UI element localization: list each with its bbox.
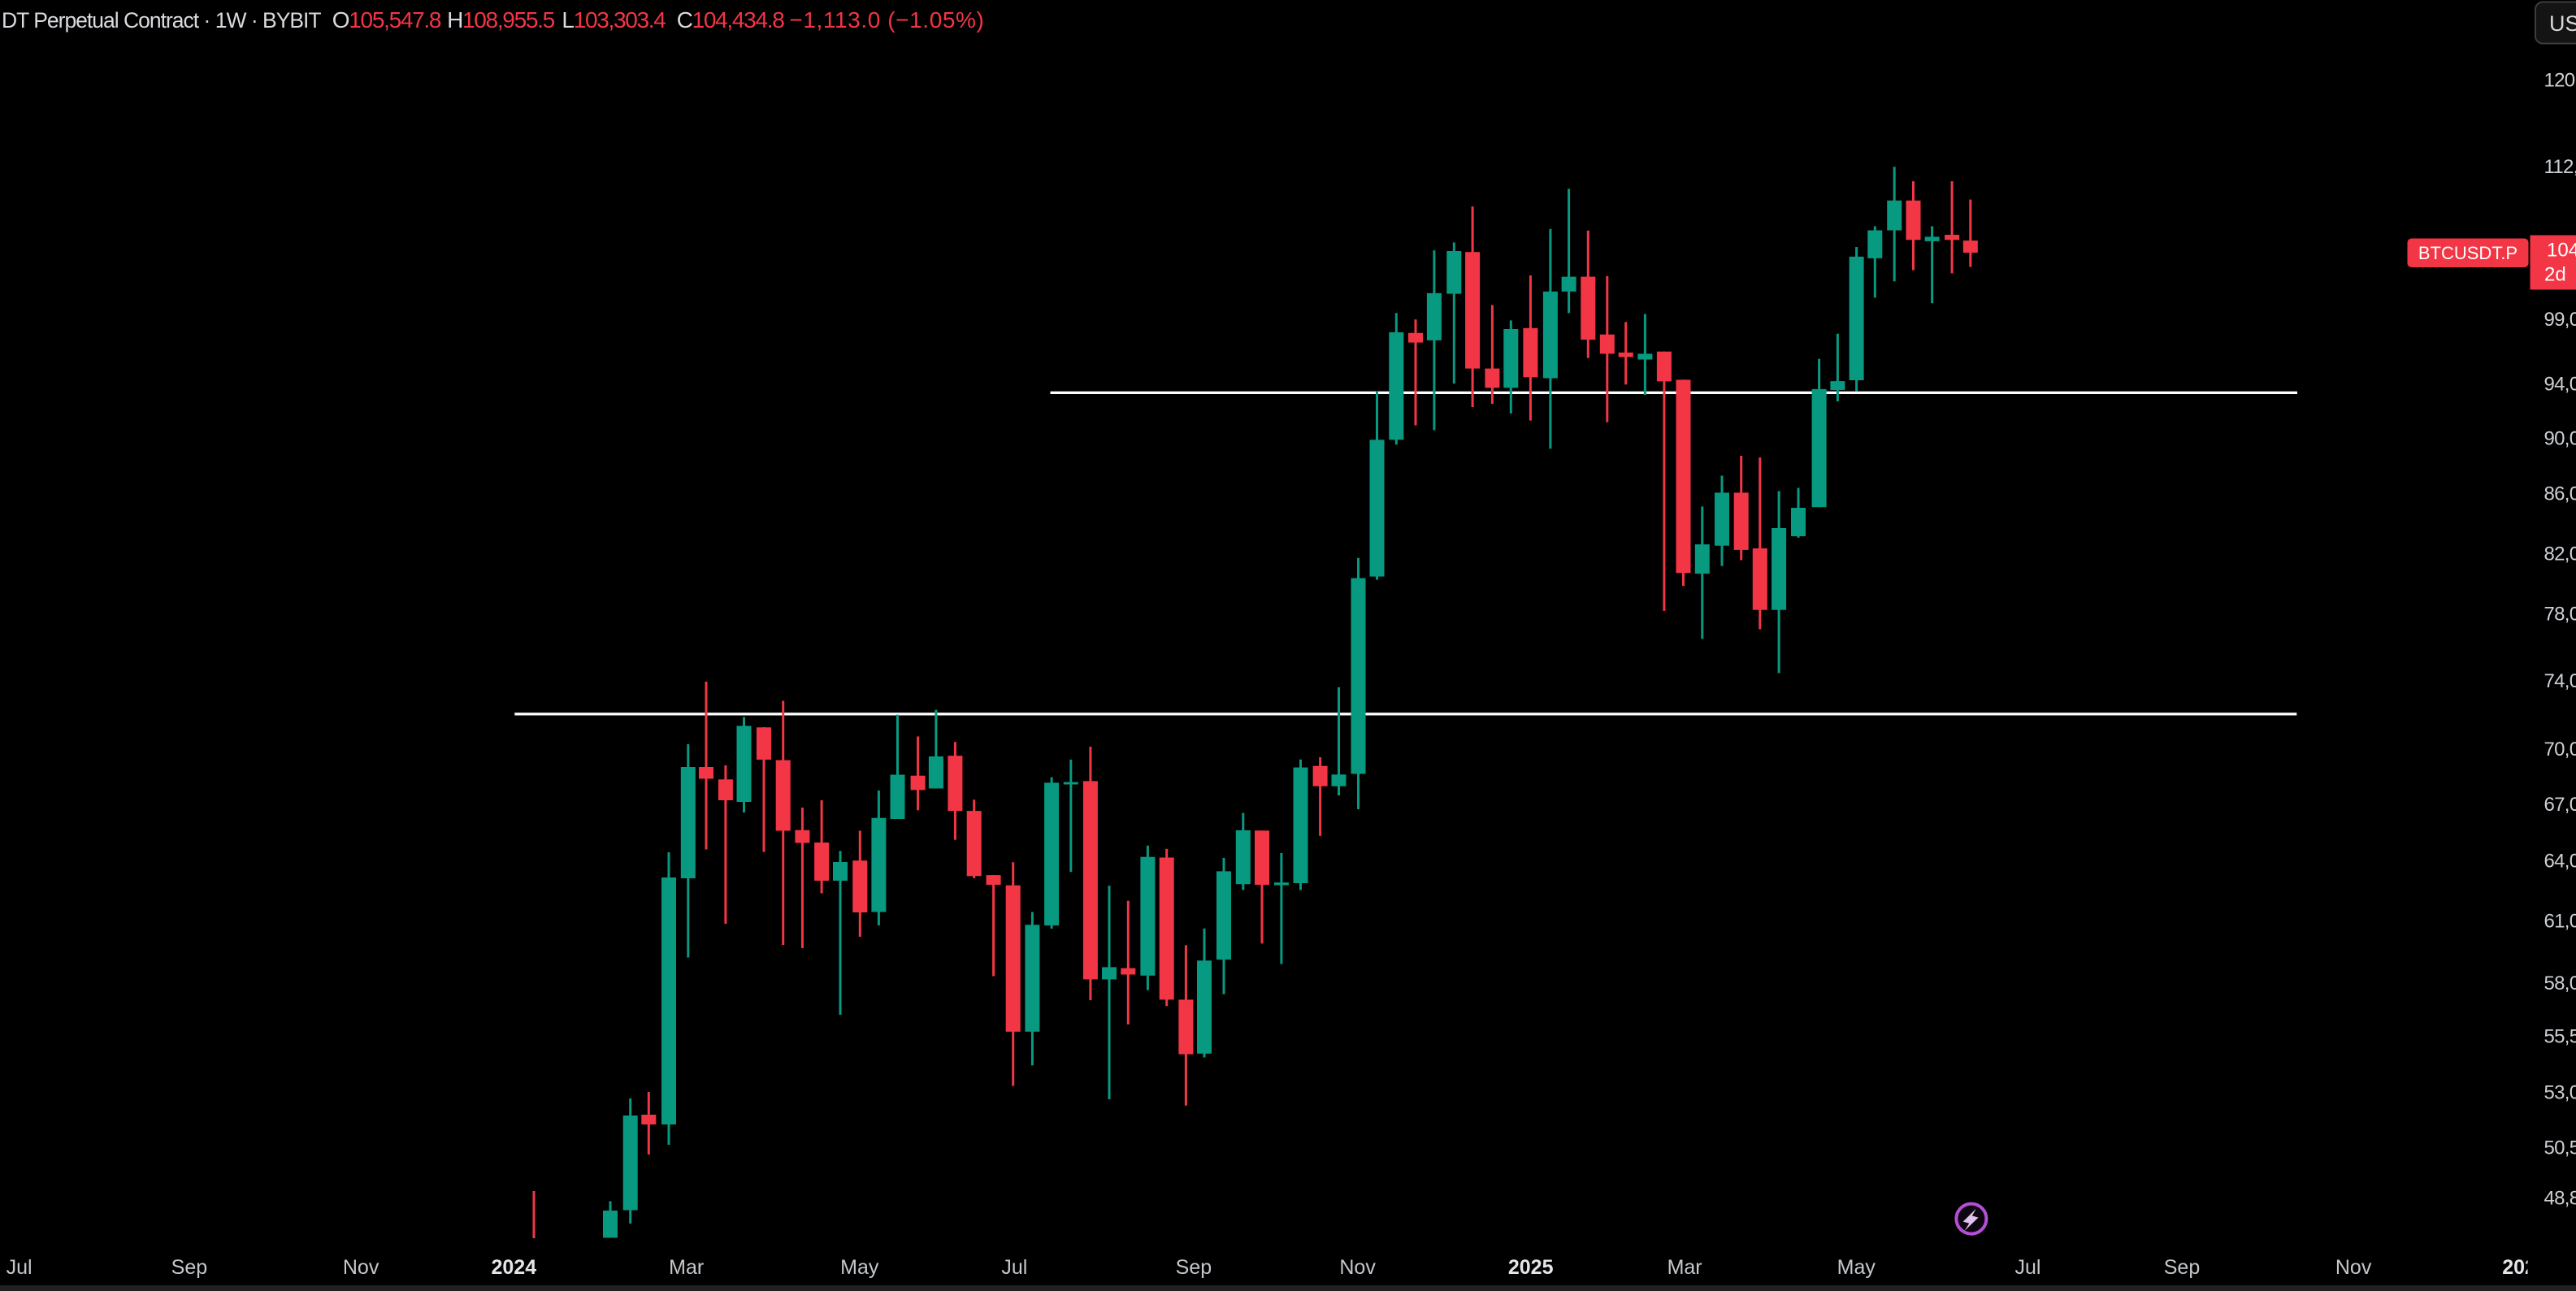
svg-text:55,500: 55,500	[2544, 1026, 2576, 1048]
svg-text:USD: USD	[2549, 11, 2576, 36]
svg-text:50,500: 50,500	[2544, 1137, 2576, 1159]
svg-text:2024: 2024	[491, 1256, 536, 1279]
svg-text:Jul: Jul	[7, 1256, 33, 1279]
svg-text:48,800: 48,800	[2544, 1187, 2576, 1209]
svg-text:61,000: 61,000	[2544, 910, 2576, 932]
svg-text:Nov: Nov	[343, 1256, 379, 1279]
svg-text:53,000: 53,000	[2544, 1082, 2576, 1104]
svg-text:Nov: Nov	[1339, 1256, 1376, 1279]
svg-text:58,000: 58,000	[2544, 973, 2576, 994]
svg-text:82,000: 82,000	[2544, 544, 2576, 565]
svg-text:74,000: 74,000	[2544, 670, 2576, 692]
svg-text:Sep: Sep	[1176, 1256, 1212, 1279]
svg-text:99,000: 99,000	[2544, 309, 2576, 331]
svg-text:Mar: Mar	[1667, 1256, 1702, 1279]
svg-text:May: May	[840, 1256, 879, 1279]
svg-text:120,000: 120,000	[2544, 70, 2576, 92]
svg-text:Jul: Jul	[1001, 1256, 1027, 1279]
svg-text:86,000: 86,000	[2544, 483, 2576, 505]
svg-text:BTCUSDT.P: BTCUSDT.P	[2418, 243, 2517, 263]
svg-text:May: May	[1837, 1256, 1876, 1279]
svg-text:DT Perpetual Contract · 1W · B: DT Perpetual Contract · 1W · BYBIT	[2, 8, 321, 32]
svg-text:70,000: 70,000	[2544, 739, 2576, 760]
svg-text:64,000: 64,000	[2544, 851, 2576, 873]
svg-text:2d: 2d	[2544, 264, 2566, 286]
svg-text:104,434.8: 104,434.8	[2547, 240, 2576, 262]
svg-text:94,000: 94,000	[2544, 374, 2576, 396]
svg-text:Sep: Sep	[171, 1256, 207, 1279]
svg-text:Mar: Mar	[669, 1256, 704, 1279]
svg-text:78,000: 78,000	[2544, 603, 2576, 625]
svg-text:112,000: 112,000	[2544, 156, 2576, 178]
svg-text:Nov: Nov	[2335, 1256, 2372, 1279]
svg-text:90,000: 90,000	[2544, 427, 2576, 449]
svg-text:2025: 2025	[1508, 1256, 1554, 1279]
svg-text:67,000: 67,000	[2544, 794, 2576, 816]
svg-text:Sep: Sep	[2164, 1256, 2200, 1279]
svg-text:Jul: Jul	[2015, 1256, 2041, 1279]
